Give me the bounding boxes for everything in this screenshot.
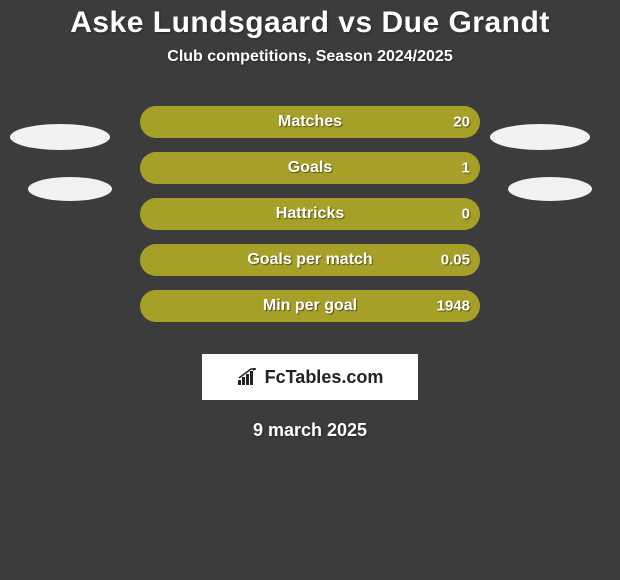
stat-label: Goals per match: [247, 251, 372, 269]
stat-value-right: 0.05: [441, 252, 470, 269]
stat-value-right: 1: [462, 160, 470, 177]
date-label: 9 march 2025: [0, 420, 620, 441]
stat-label: Min per goal: [263, 297, 357, 315]
stat-label: Goals: [288, 159, 332, 177]
stat-row: Matches 20: [140, 106, 480, 138]
bar-chart-icon: [237, 368, 259, 386]
stat-value-right: 20: [453, 114, 470, 131]
stat-row: Hattricks 0: [140, 198, 480, 230]
page-title: Aske Lundsgaard vs Due Grandt: [0, 6, 620, 40]
stat-label: Hattricks: [276, 205, 344, 223]
stat-row: Min per goal 1948: [140, 290, 480, 322]
stat-label: Matches: [278, 113, 342, 131]
stats-container: Matches 20 Goals 1 Hattricks 0 Goals per match…: [0, 106, 620, 336]
subtitle: Club competitions, Season 2024/2025: [0, 48, 620, 66]
stat-row: Goals per match 0.05: [140, 244, 480, 276]
watermark: FcTables.com: [202, 354, 418, 400]
content-root: Aske Lundsgaard vs Due Grandt Club compe…: [0, 0, 620, 441]
stat-value-right: 1948: [437, 298, 470, 315]
stat-row: Goals 1: [140, 152, 480, 184]
watermark-text: FcTables.com: [265, 367, 384, 388]
stat-value-right: 0: [462, 206, 470, 223]
